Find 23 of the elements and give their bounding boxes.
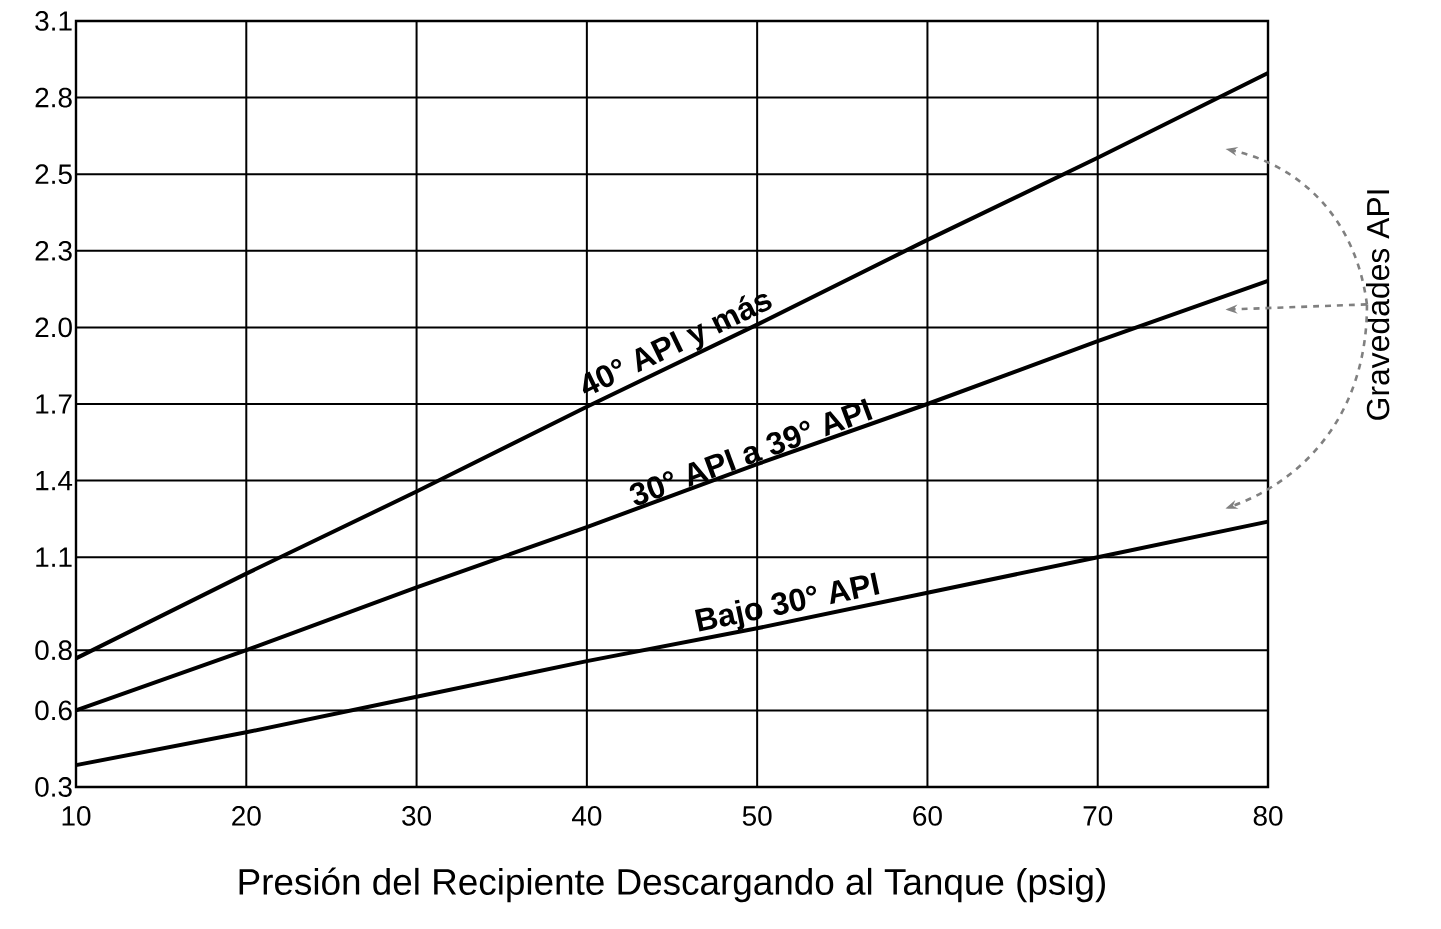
text: Gravedades API	[1365, 190, 1390, 420]
x-tick-label: 10	[62, 806, 91, 826]
y-tick-label: 2.3	[35, 240, 72, 261]
y-tick-label: 2.5	[35, 164, 72, 185]
x-tick-label: 70	[1083, 806, 1113, 826]
y-tick-label: 2.0	[35, 317, 72, 338]
y-tick-label: 0.8	[35, 640, 72, 661]
y-tick-label: 1.1	[36, 547, 72, 567]
text: Bajo 30° API	[694, 572, 880, 632]
x-tick-label: 50	[742, 806, 772, 826]
y-tick-label: 2.8	[35, 87, 72, 108]
y-tick-label: 1.4	[36, 471, 73, 491]
x-tick-label: 80	[1253, 806, 1283, 826]
y-tick-label: 0.6	[35, 700, 72, 721]
x-tick-label: 30	[402, 806, 432, 826]
text: 40° API y más	[582, 293, 772, 394]
y-tick-label: 0.3	[35, 777, 72, 797]
y-tick-label: 1.7	[36, 394, 72, 414]
y-tick-label: 3.1	[35, 11, 72, 31]
x-axis-title: Presión del Recipiente Descargando al Tanque (psig)	[239, 867, 1105, 903]
x-tick-label: 40	[571, 806, 602, 826]
x-tick-label: 20	[232, 806, 261, 826]
x-tick-label: 60	[913, 806, 942, 826]
